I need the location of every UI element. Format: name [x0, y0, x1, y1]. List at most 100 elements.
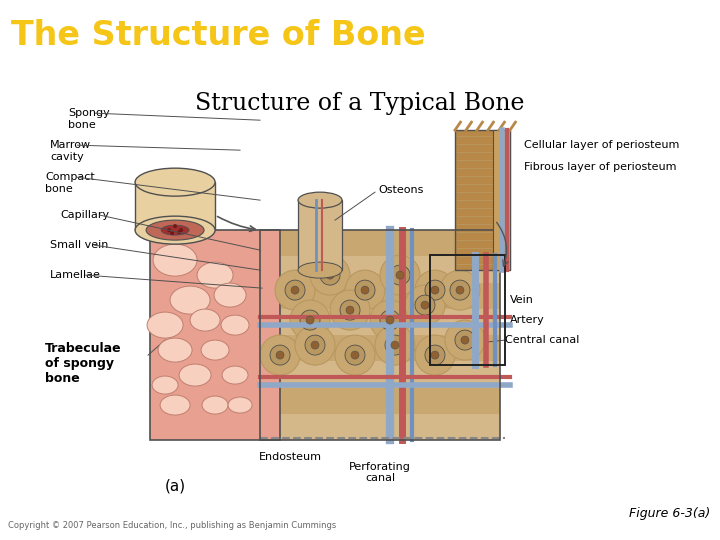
- Circle shape: [170, 231, 174, 235]
- FancyBboxPatch shape: [493, 130, 510, 270]
- Circle shape: [310, 255, 350, 295]
- Ellipse shape: [201, 340, 229, 360]
- Circle shape: [425, 345, 445, 365]
- Ellipse shape: [202, 396, 228, 414]
- Text: Small vein: Small vein: [50, 240, 109, 250]
- Circle shape: [456, 286, 464, 294]
- Text: The Structure of Bone: The Structure of Bone: [11, 18, 426, 52]
- Ellipse shape: [135, 168, 215, 196]
- Text: Endosteum: Endosteum: [258, 452, 322, 462]
- Text: Copyright © 2007 Pearson Education, Inc., publishing as Benjamin Cummings: Copyright © 2007 Pearson Education, Inc.…: [8, 521, 336, 530]
- Text: Structure of a Typical Bone: Structure of a Typical Bone: [195, 92, 525, 115]
- Circle shape: [179, 228, 183, 232]
- Circle shape: [405, 285, 445, 325]
- Text: Vein: Vein: [510, 295, 534, 305]
- FancyBboxPatch shape: [298, 200, 342, 270]
- Text: Capillary: Capillary: [60, 210, 109, 220]
- Ellipse shape: [135, 216, 215, 244]
- Ellipse shape: [190, 309, 220, 331]
- Circle shape: [276, 351, 284, 359]
- Circle shape: [275, 270, 315, 310]
- Circle shape: [340, 300, 360, 320]
- Text: canal: canal: [365, 473, 395, 483]
- FancyBboxPatch shape: [260, 256, 500, 282]
- Circle shape: [440, 270, 480, 310]
- Ellipse shape: [147, 312, 183, 338]
- Circle shape: [370, 300, 410, 340]
- Circle shape: [450, 280, 470, 300]
- Text: Figure 6-3(a): Figure 6-3(a): [629, 507, 710, 520]
- Text: Central canal: Central canal: [505, 335, 580, 345]
- Ellipse shape: [228, 397, 252, 413]
- Ellipse shape: [146, 220, 204, 240]
- Circle shape: [346, 306, 354, 314]
- Circle shape: [355, 280, 375, 300]
- Circle shape: [380, 310, 400, 330]
- FancyBboxPatch shape: [260, 388, 500, 414]
- FancyBboxPatch shape: [260, 309, 500, 335]
- Text: Fibrous layer of periosteum: Fibrous layer of periosteum: [524, 162, 676, 172]
- Circle shape: [326, 271, 334, 279]
- Ellipse shape: [160, 395, 190, 415]
- Circle shape: [385, 335, 405, 355]
- Ellipse shape: [197, 262, 233, 288]
- Circle shape: [421, 301, 429, 309]
- Circle shape: [415, 335, 455, 375]
- FancyBboxPatch shape: [135, 182, 215, 230]
- Text: Cellular layer of periosteum: Cellular layer of periosteum: [524, 140, 679, 150]
- Ellipse shape: [298, 262, 342, 278]
- Circle shape: [330, 290, 370, 330]
- Circle shape: [380, 255, 420, 295]
- Circle shape: [396, 271, 404, 279]
- Circle shape: [425, 280, 445, 300]
- Circle shape: [285, 280, 305, 300]
- Circle shape: [431, 286, 439, 294]
- Ellipse shape: [214, 283, 246, 307]
- Circle shape: [295, 325, 335, 365]
- Circle shape: [320, 265, 340, 285]
- Circle shape: [311, 341, 319, 349]
- Circle shape: [461, 336, 469, 344]
- Circle shape: [391, 341, 399, 349]
- Text: Lamellae: Lamellae: [50, 270, 101, 280]
- Circle shape: [270, 345, 290, 365]
- Circle shape: [431, 351, 439, 359]
- Text: Osteons: Osteons: [378, 185, 423, 195]
- Circle shape: [361, 286, 369, 294]
- FancyBboxPatch shape: [260, 335, 500, 361]
- Text: Compact
bone: Compact bone: [45, 172, 95, 194]
- FancyBboxPatch shape: [260, 282, 500, 309]
- Text: Artery: Artery: [510, 315, 545, 325]
- Ellipse shape: [298, 192, 342, 208]
- Circle shape: [167, 228, 171, 232]
- Circle shape: [415, 295, 435, 315]
- FancyBboxPatch shape: [260, 414, 500, 440]
- Ellipse shape: [158, 338, 192, 362]
- Circle shape: [335, 335, 375, 375]
- Circle shape: [305, 335, 325, 355]
- Circle shape: [390, 265, 410, 285]
- FancyBboxPatch shape: [150, 230, 280, 440]
- Ellipse shape: [222, 366, 248, 384]
- Text: Perforating: Perforating: [349, 462, 411, 472]
- Circle shape: [351, 351, 359, 359]
- Ellipse shape: [170, 286, 210, 314]
- Circle shape: [260, 335, 300, 375]
- Text: (a): (a): [164, 478, 186, 493]
- Circle shape: [375, 325, 415, 365]
- Circle shape: [445, 320, 485, 360]
- Text: Trabeculae
of spongy
bone: Trabeculae of spongy bone: [45, 342, 122, 385]
- FancyBboxPatch shape: [455, 130, 510, 270]
- Circle shape: [291, 286, 299, 294]
- Ellipse shape: [153, 244, 197, 276]
- Circle shape: [306, 316, 314, 324]
- Circle shape: [455, 330, 475, 350]
- Circle shape: [290, 300, 330, 340]
- Circle shape: [345, 345, 365, 365]
- FancyBboxPatch shape: [260, 361, 500, 388]
- Circle shape: [415, 270, 455, 310]
- Ellipse shape: [152, 376, 178, 394]
- Text: Spongy
bone: Spongy bone: [68, 108, 110, 130]
- Text: Marrow
cavity: Marrow cavity: [50, 140, 91, 162]
- FancyBboxPatch shape: [260, 230, 500, 256]
